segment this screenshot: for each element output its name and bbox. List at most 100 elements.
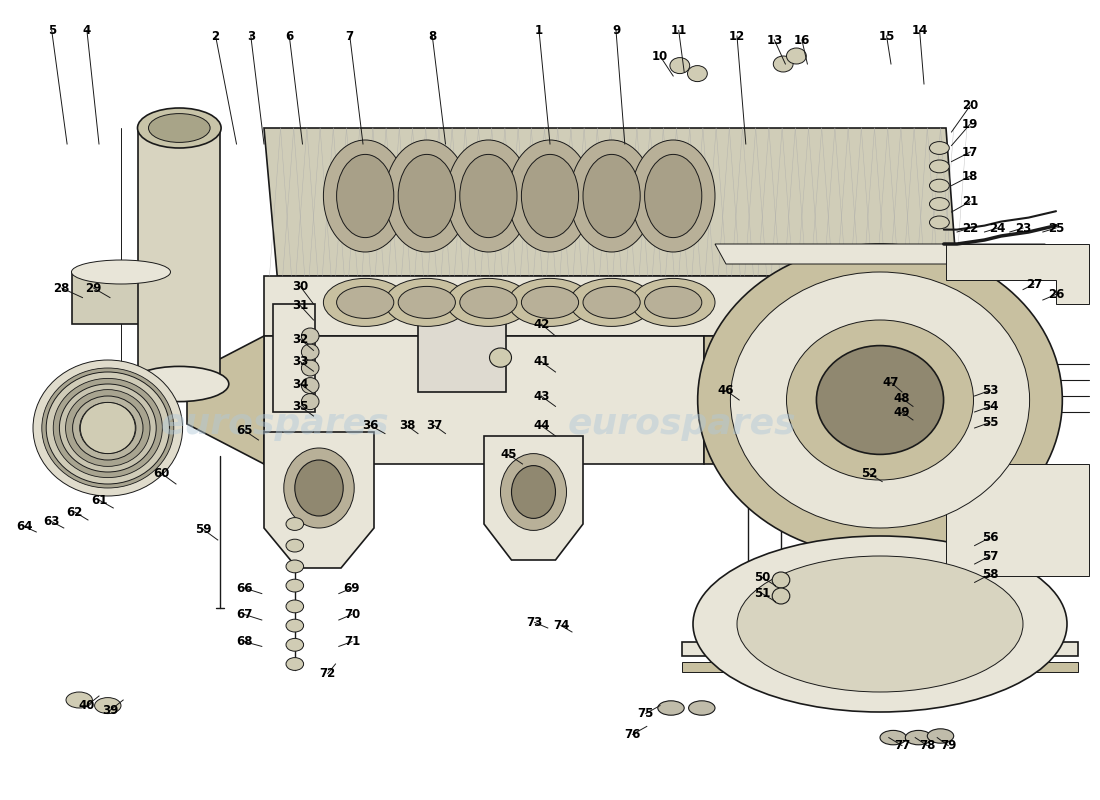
Ellipse shape bbox=[42, 368, 174, 488]
Ellipse shape bbox=[337, 286, 394, 318]
Text: eurospares: eurospares bbox=[161, 407, 389, 441]
Ellipse shape bbox=[905, 730, 932, 745]
Text: 79: 79 bbox=[940, 739, 956, 752]
Polygon shape bbox=[946, 464, 1089, 576]
Text: 66: 66 bbox=[236, 582, 253, 594]
Bar bbox=[418, 316, 506, 392]
Ellipse shape bbox=[66, 692, 92, 708]
Text: 69: 69 bbox=[343, 582, 361, 594]
Ellipse shape bbox=[460, 154, 517, 238]
Polygon shape bbox=[187, 336, 264, 464]
Ellipse shape bbox=[286, 579, 304, 592]
Ellipse shape bbox=[398, 154, 455, 238]
Ellipse shape bbox=[46, 372, 169, 484]
Ellipse shape bbox=[521, 286, 579, 318]
Text: 6: 6 bbox=[285, 30, 294, 42]
Text: 26: 26 bbox=[1048, 288, 1064, 301]
Text: 38: 38 bbox=[399, 419, 415, 432]
Ellipse shape bbox=[286, 619, 304, 632]
Ellipse shape bbox=[689, 701, 715, 715]
Text: 21: 21 bbox=[962, 195, 978, 208]
Text: 78: 78 bbox=[920, 739, 935, 752]
Ellipse shape bbox=[570, 278, 653, 326]
Text: 12: 12 bbox=[729, 30, 745, 42]
Ellipse shape bbox=[697, 244, 1063, 556]
Text: 34: 34 bbox=[293, 378, 308, 390]
Text: 13: 13 bbox=[767, 34, 782, 46]
Bar bbox=[273, 304, 315, 412]
Text: 60: 60 bbox=[154, 467, 169, 480]
Ellipse shape bbox=[772, 572, 790, 588]
Polygon shape bbox=[715, 244, 1056, 264]
Ellipse shape bbox=[521, 154, 579, 238]
Ellipse shape bbox=[772, 588, 790, 604]
Text: 42: 42 bbox=[534, 318, 549, 330]
Text: 22: 22 bbox=[962, 222, 978, 234]
Text: 44: 44 bbox=[534, 419, 550, 432]
Text: 5: 5 bbox=[47, 24, 56, 37]
Text: 20: 20 bbox=[962, 99, 978, 112]
Text: 56: 56 bbox=[981, 531, 999, 544]
Ellipse shape bbox=[460, 286, 517, 318]
Ellipse shape bbox=[730, 272, 1030, 528]
Text: 18: 18 bbox=[962, 170, 978, 182]
Ellipse shape bbox=[385, 140, 469, 252]
Bar bbox=[682, 662, 1078, 672]
Ellipse shape bbox=[148, 114, 210, 142]
Text: 32: 32 bbox=[293, 333, 308, 346]
Ellipse shape bbox=[286, 600, 304, 613]
Ellipse shape bbox=[79, 402, 136, 454]
Text: 64: 64 bbox=[15, 520, 33, 533]
Text: 2: 2 bbox=[211, 30, 220, 42]
Polygon shape bbox=[264, 336, 704, 464]
Ellipse shape bbox=[53, 378, 163, 478]
Text: 3: 3 bbox=[246, 30, 255, 42]
Text: 27: 27 bbox=[1026, 278, 1042, 290]
Polygon shape bbox=[264, 276, 946, 336]
Text: 15: 15 bbox=[879, 30, 894, 42]
Text: 67: 67 bbox=[236, 608, 252, 621]
Text: 39: 39 bbox=[102, 704, 118, 717]
Bar bbox=[682, 642, 1078, 656]
Ellipse shape bbox=[645, 154, 702, 238]
Text: 4: 4 bbox=[82, 24, 91, 37]
Polygon shape bbox=[72, 272, 170, 324]
Text: 74: 74 bbox=[553, 619, 569, 632]
Text: 16: 16 bbox=[794, 34, 810, 46]
Ellipse shape bbox=[385, 278, 469, 326]
Polygon shape bbox=[704, 336, 946, 464]
Text: 43: 43 bbox=[534, 390, 549, 402]
Ellipse shape bbox=[295, 460, 343, 516]
Ellipse shape bbox=[286, 638, 304, 651]
Ellipse shape bbox=[323, 140, 407, 252]
Text: 58: 58 bbox=[981, 568, 999, 581]
Ellipse shape bbox=[816, 346, 944, 454]
Text: 54: 54 bbox=[981, 400, 999, 413]
Text: 53: 53 bbox=[982, 384, 998, 397]
Text: 25: 25 bbox=[1048, 222, 1064, 234]
Text: 61: 61 bbox=[91, 494, 107, 506]
Ellipse shape bbox=[286, 560, 304, 573]
Ellipse shape bbox=[301, 394, 319, 410]
Text: 24: 24 bbox=[990, 222, 1005, 234]
Ellipse shape bbox=[786, 320, 974, 480]
Ellipse shape bbox=[500, 454, 566, 530]
Ellipse shape bbox=[490, 348, 512, 367]
Ellipse shape bbox=[930, 179, 949, 192]
Ellipse shape bbox=[737, 556, 1023, 692]
Text: 45: 45 bbox=[499, 448, 517, 461]
Ellipse shape bbox=[631, 140, 715, 252]
Text: 47: 47 bbox=[883, 376, 899, 389]
Text: 10: 10 bbox=[652, 50, 668, 62]
Polygon shape bbox=[484, 436, 583, 560]
Text: 63: 63 bbox=[44, 515, 59, 528]
Text: 41: 41 bbox=[534, 355, 549, 368]
Text: 50: 50 bbox=[755, 571, 770, 584]
Ellipse shape bbox=[130, 366, 229, 402]
Polygon shape bbox=[138, 128, 220, 384]
Ellipse shape bbox=[398, 286, 455, 318]
Text: 71: 71 bbox=[344, 635, 360, 648]
Ellipse shape bbox=[880, 730, 906, 745]
Text: 70: 70 bbox=[344, 608, 360, 621]
Text: 14: 14 bbox=[912, 24, 927, 37]
